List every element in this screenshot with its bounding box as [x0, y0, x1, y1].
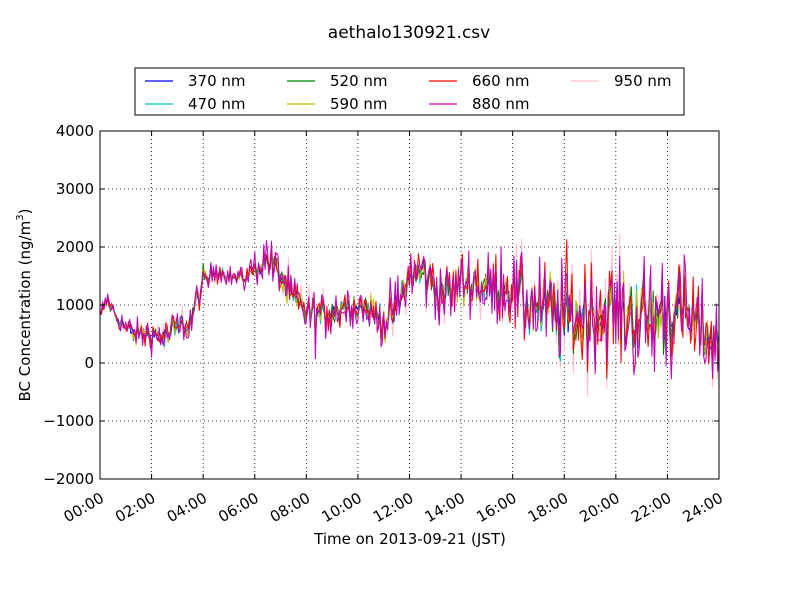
legend-label: 370 nm	[188, 72, 246, 90]
y-tick-label: 2000	[56, 238, 94, 256]
y-tick-label: 4000	[56, 122, 94, 140]
legend-box	[134, 67, 685, 116]
y-tick-label: 1000	[56, 296, 94, 314]
y-tick-label: 3000	[56, 180, 94, 198]
legend-label: 590 nm	[330, 95, 388, 113]
legend-label: 880 nm	[472, 95, 530, 113]
legend-label: 950 nm	[614, 72, 672, 90]
x-axis-label: Time on 2013-09-21 (JST)	[313, 530, 506, 548]
y-axis-label-close: )	[16, 209, 34, 215]
legend-label: 660 nm	[472, 72, 530, 90]
y-tick-label: −1000	[43, 412, 94, 430]
y-tick-label: −2000	[43, 470, 94, 488]
legend-label: 470 nm	[188, 95, 246, 113]
y-axis-label-superscript: 3	[15, 214, 26, 220]
series-group	[99, 233, 720, 397]
chart-title: aethalo130921.csv	[328, 23, 490, 43]
series-line-660-nm	[99, 239, 720, 380]
y-axis-label: BC Concentration (ng/m3)	[15, 209, 34, 402]
series-line-880-nm	[99, 240, 720, 380]
legend-label: 520 nm	[330, 72, 388, 90]
y-axis-label-main: BC Concentration (ng/m	[16, 221, 34, 402]
legend: 370 nm 470 nm 520 nm 590 nm 660 nm 880 nm 950 …	[134, 67, 685, 116]
y-tick-label: 0	[84, 354, 94, 372]
